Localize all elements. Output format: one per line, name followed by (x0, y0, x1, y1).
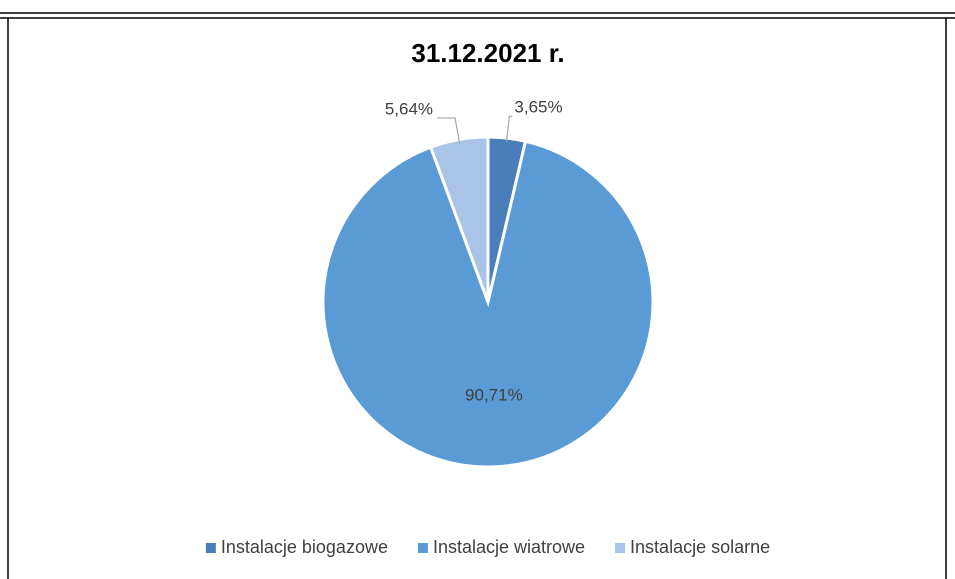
legend-label: Instalacje biogazowe (221, 537, 388, 557)
data-label: 90,71% (465, 385, 523, 404)
leader-line (505, 115, 513, 143)
legend-swatch (205, 543, 216, 553)
legend-label: Instalacje solarne (630, 537, 770, 557)
data-label: 3,65% (514, 98, 562, 117)
legend-label: Instalacje wiatrowe (433, 537, 585, 557)
legend-swatch (417, 543, 428, 553)
pie-slice (321, 139, 655, 469)
leader-line (437, 117, 461, 144)
legend-swatch (615, 543, 626, 553)
data-label: 5,64% (385, 99, 433, 118)
chart-title: 31.12.2021 r. (411, 38, 564, 68)
